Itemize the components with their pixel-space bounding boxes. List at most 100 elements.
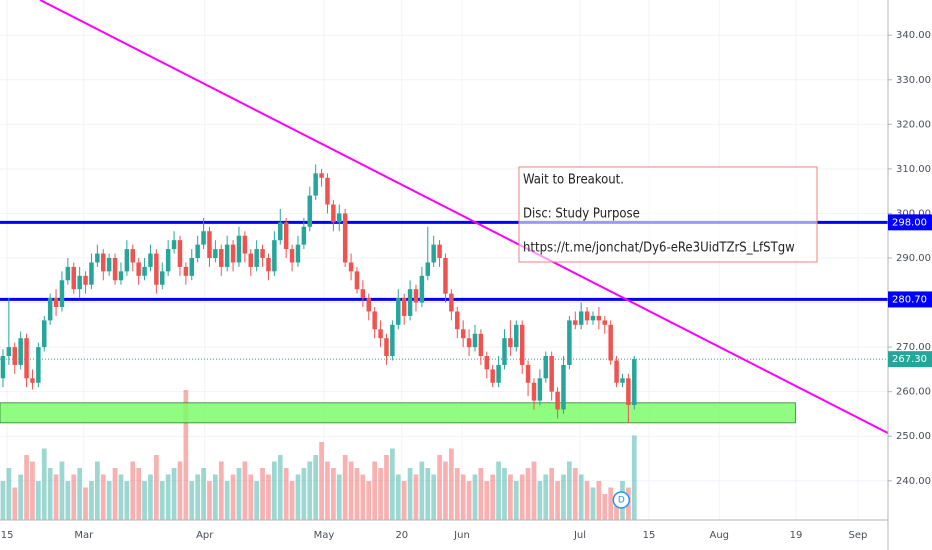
volume-bar bbox=[35, 481, 41, 520]
support-zone bbox=[0, 402, 796, 424]
volume-bar bbox=[437, 455, 442, 520]
volume-bar bbox=[366, 481, 372, 520]
volume-bar bbox=[165, 474, 171, 520]
candle-body bbox=[390, 324, 395, 357]
candle-body bbox=[148, 253, 153, 267]
candle-body bbox=[47, 298, 53, 321]
candle-body bbox=[502, 338, 507, 365]
candle-body bbox=[171, 240, 177, 250]
candle-body bbox=[219, 249, 224, 267]
candle-layer bbox=[0, 164, 637, 423]
volume-bar bbox=[148, 474, 153, 520]
x-tick-label: 20 bbox=[395, 530, 408, 541]
candle-body bbox=[189, 257, 195, 276]
candle-body bbox=[590, 315, 596, 321]
x-tick-label: Jun bbox=[453, 530, 470, 541]
candle-body bbox=[213, 249, 218, 258]
candle-body bbox=[242, 235, 248, 254]
volume-bar bbox=[159, 481, 165, 520]
volume-bar bbox=[419, 461, 425, 520]
candle-body bbox=[514, 324, 519, 348]
last-price-tag bbox=[888, 351, 932, 368]
candle-body bbox=[472, 333, 478, 348]
candle-body bbox=[195, 244, 200, 258]
candle-body bbox=[236, 235, 242, 263]
candle-body bbox=[455, 311, 460, 330]
volume-bar bbox=[307, 461, 313, 520]
volume-bar bbox=[130, 461, 136, 520]
candle-body bbox=[543, 356, 549, 379]
volume-bar bbox=[213, 474, 218, 520]
candle-body bbox=[425, 262, 431, 276]
volume-bar bbox=[360, 474, 366, 520]
candle-body bbox=[130, 249, 135, 263]
volume-bar bbox=[584, 481, 590, 520]
y-tick-label: 330.00 bbox=[896, 75, 931, 86]
annotation-text: https://t.me/jonchat/Dy6-eRe3UidTZrS_LfS… bbox=[523, 241, 795, 256]
axis-labels: 240.00250.00260.00270.00280.00290.00300.… bbox=[1, 30, 932, 541]
y-tick-label: 240.00 bbox=[896, 476, 931, 487]
volume-bar bbox=[266, 474, 271, 520]
candle-body bbox=[36, 347, 41, 383]
volume-bar bbox=[53, 474, 59, 520]
volume-bar bbox=[590, 487, 596, 520]
volume-bar bbox=[118, 474, 124, 520]
volume-bar bbox=[531, 461, 537, 520]
volume-bar bbox=[112, 468, 118, 520]
candle-body bbox=[272, 240, 277, 272]
candle-body bbox=[112, 257, 118, 281]
x-tick-label: 19 bbox=[790, 530, 803, 541]
candle-body bbox=[136, 262, 141, 276]
volume-bar bbox=[454, 468, 460, 520]
candle-body bbox=[407, 289, 413, 316]
level-tag bbox=[888, 291, 932, 308]
volume-bar bbox=[207, 481, 212, 520]
volume-bar bbox=[543, 474, 549, 520]
volume-bar bbox=[224, 481, 230, 520]
candle-body bbox=[295, 244, 301, 263]
candle-body bbox=[177, 240, 183, 267]
x-tick-label: Jul bbox=[573, 530, 586, 541]
candle-body bbox=[0, 356, 6, 379]
volume-bar bbox=[260, 468, 265, 520]
volume-bar bbox=[319, 442, 324, 520]
volume-bar bbox=[631, 435, 637, 520]
volume-bar bbox=[94, 461, 100, 520]
candle-body bbox=[118, 271, 124, 281]
candle-body bbox=[620, 378, 625, 383]
volume-bar bbox=[248, 474, 254, 520]
candle-body bbox=[18, 338, 23, 365]
candle-body bbox=[443, 257, 448, 294]
candle-body bbox=[596, 315, 602, 321]
volume-bar bbox=[136, 468, 142, 520]
volume-bar bbox=[124, 481, 130, 520]
x-tick-label: Mar bbox=[74, 530, 94, 541]
candle-body bbox=[254, 249, 259, 267]
candle-body bbox=[413, 289, 419, 303]
y-tick-label: 340.00 bbox=[896, 30, 931, 41]
candle-body bbox=[331, 204, 336, 223]
volume-bar bbox=[71, 474, 77, 520]
volume-bar bbox=[153, 455, 159, 520]
candle-body bbox=[89, 262, 94, 285]
candle-body bbox=[24, 338, 29, 379]
volume-bar bbox=[183, 390, 189, 520]
volume-bar bbox=[431, 474, 437, 520]
candle-body bbox=[419, 275, 425, 303]
dividend-marker bbox=[612, 491, 631, 509]
candle-body bbox=[396, 298, 401, 325]
candle-body bbox=[289, 249, 295, 263]
volume-bar bbox=[478, 468, 484, 520]
candle-body bbox=[160, 271, 165, 285]
candle-body bbox=[366, 298, 372, 312]
candle-body bbox=[224, 244, 230, 267]
candle-body bbox=[437, 244, 442, 258]
x-tick-label: 15 bbox=[1, 530, 14, 541]
volume-bar bbox=[555, 481, 560, 520]
candle-body bbox=[342, 213, 348, 263]
volume-bar bbox=[395, 474, 401, 520]
volume-bar bbox=[484, 481, 490, 520]
candle-body bbox=[537, 378, 543, 401]
volume-bar bbox=[59, 461, 65, 520]
level-label: 280.70 bbox=[892, 294, 927, 305]
